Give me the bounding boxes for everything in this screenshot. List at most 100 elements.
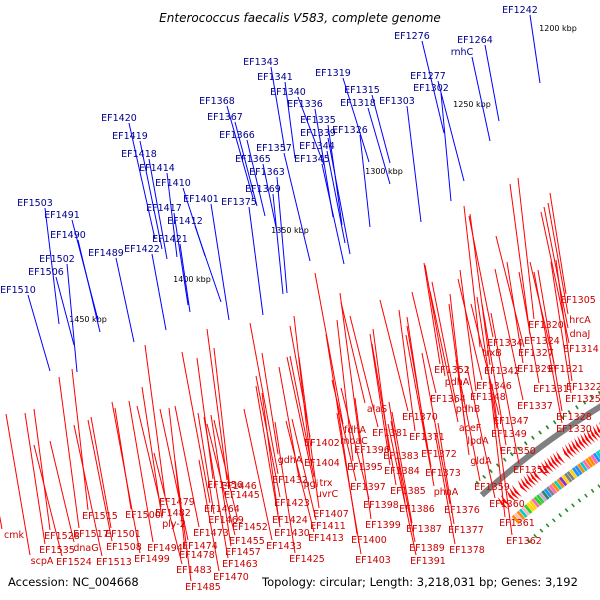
reverse-leader-line bbox=[459, 269, 477, 392]
reverse-leader-line bbox=[455, 359, 481, 482]
forward-leader-line bbox=[440, 92, 452, 202]
forward-gene-label: EF1506 bbox=[28, 267, 64, 278]
reverse-leader-line bbox=[369, 333, 391, 466]
tick-mark bbox=[564, 508, 569, 513]
reverse-gene-arrow bbox=[500, 494, 511, 507]
tick-mark bbox=[527, 539, 532, 544]
forward-gene-label: EF1242 bbox=[502, 5, 538, 16]
tick-mark bbox=[531, 435, 535, 440]
reverse-gene-arrow bbox=[568, 442, 578, 456]
reverse-gene-label: EF1370 bbox=[402, 412, 438, 423]
scale-tick-label: 1250 kbp bbox=[453, 100, 491, 109]
reverse-gene-label: EF1314 bbox=[563, 344, 599, 355]
reverse-gene-arrow bbox=[517, 480, 528, 493]
reverse-leader-line bbox=[431, 281, 457, 404]
reverse-leader-line bbox=[491, 383, 513, 536]
reverse-leader-line bbox=[518, 271, 540, 384]
reverse-gene-label: EF1528 bbox=[44, 531, 80, 542]
reverse-gene-label: phnA bbox=[434, 487, 459, 498]
forward-gene-label: EF1490 bbox=[50, 230, 86, 241]
forward-leader-line bbox=[529, 14, 541, 84]
forward-gene-label: EF1421 bbox=[152, 234, 188, 245]
reverse-gene-arrow bbox=[532, 468, 542, 482]
forward-gene-label: EF1366 bbox=[219, 130, 255, 141]
tick-mark bbox=[552, 420, 557, 425]
reverse-cog-band bbox=[538, 492, 548, 502]
reverse-gene-label: EF1387 bbox=[406, 524, 442, 535]
reverse-gene-arrow bbox=[552, 452, 563, 466]
reverse-leader-line bbox=[71, 368, 89, 511]
reverse-leader-line bbox=[533, 271, 563, 424]
reverse-gene-label: EF1469 bbox=[208, 515, 244, 526]
forward-leader-line bbox=[66, 263, 78, 373]
reverse-cog-band bbox=[585, 457, 594, 468]
reverse-leader-line bbox=[197, 412, 215, 515]
reverse-leader-line bbox=[274, 421, 296, 554]
reverse-gene-label: pdhB bbox=[456, 404, 481, 415]
reverse-gene-label: EF1371 bbox=[409, 432, 445, 443]
reverse-gene-label: EF1360 bbox=[489, 499, 525, 510]
reverse-leader-line bbox=[213, 419, 239, 522]
forward-gene-label: EF1339 bbox=[300, 128, 336, 139]
forward-leader-line bbox=[194, 225, 222, 303]
reverse-leader-line bbox=[181, 351, 211, 504]
reverse-leader-line bbox=[293, 315, 311, 458]
reverse-leader-line bbox=[49, 440, 75, 543]
reverse-gene-label: EF1432 bbox=[272, 475, 308, 486]
tick-mark bbox=[489, 468, 493, 474]
reverse-leader-line bbox=[196, 357, 214, 480]
reverse-gene-label: EF1456 bbox=[207, 480, 243, 491]
forward-gene-label: EF1315 bbox=[344, 85, 380, 96]
reverse-gene-arrow bbox=[506, 489, 517, 502]
reverse-cog-band bbox=[592, 452, 600, 463]
reverse-gene-label: EF1321 bbox=[548, 364, 584, 375]
reverse-leader-line bbox=[387, 423, 417, 556]
reverse-gene-label: EF1395 bbox=[347, 462, 383, 473]
forward-gene-label: EF1418 bbox=[121, 149, 157, 160]
forward-leader-line bbox=[148, 158, 168, 260]
map-title: Enterococcus faecalis V583, complete gen… bbox=[159, 11, 441, 25]
reverse-gene-label: uvrC bbox=[316, 489, 339, 500]
reverse-gene-label: EF1446 bbox=[221, 481, 257, 492]
reverse-leader-line bbox=[390, 420, 416, 543]
reverse-leader-line bbox=[339, 292, 361, 445]
reverse-gene-label: dnaG bbox=[73, 543, 98, 554]
reverse-gene-label: EF1463 bbox=[222, 559, 258, 570]
tick-mark bbox=[558, 513, 563, 518]
forward-leader-line bbox=[284, 81, 296, 159]
forward-gene-label: EF1503 bbox=[17, 198, 53, 209]
reverse-gene-label: EF1508 bbox=[106, 542, 142, 553]
reverse-gene-label: EF1479 bbox=[159, 497, 195, 508]
reverse-gene-label: EF1430 bbox=[274, 528, 310, 539]
reverse-gene-label: EF1500 bbox=[125, 510, 161, 521]
reverse-leader-line bbox=[336, 412, 362, 555]
tick-mark bbox=[533, 533, 538, 538]
reverse-cog-band bbox=[556, 478, 565, 489]
forward-gene-label: EF1326 bbox=[332, 125, 368, 136]
reverse-leader-line bbox=[466, 366, 496, 499]
reverse-leader-line bbox=[457, 278, 483, 381]
reverse-leader-line bbox=[198, 459, 220, 572]
reverse-gene-label: EF1470 bbox=[213, 572, 249, 583]
forward-leader-line bbox=[371, 94, 391, 164]
reverse-gene-arrow bbox=[520, 477, 531, 491]
reverse-gene-label: EF1515 bbox=[82, 511, 118, 522]
reverse-gene-arrow bbox=[561, 446, 572, 460]
reverse-leader-line bbox=[391, 411, 413, 524]
scale-tick-label: 1450 kbp bbox=[69, 315, 107, 324]
tick-mark bbox=[575, 405, 579, 410]
tick-mark bbox=[590, 395, 594, 400]
forward-gene-label: EF1375 bbox=[221, 197, 257, 208]
reverse-cog-band bbox=[523, 504, 533, 514]
reverse-gene-label: EF1423 bbox=[274, 498, 310, 509]
reverse-leader-line bbox=[261, 392, 279, 515]
forward-gene-label: EF1357 bbox=[256, 143, 292, 154]
reverse-leader-line bbox=[314, 272, 344, 425]
forward-gene-label: EF1419 bbox=[112, 131, 148, 142]
reverse-cog-band bbox=[551, 482, 560, 492]
reverse-cog-band bbox=[553, 480, 563, 491]
reverse-gene-label: EF1501 bbox=[105, 529, 141, 540]
forward-leader-line bbox=[270, 66, 286, 152]
reverse-leader-line bbox=[354, 397, 372, 520]
